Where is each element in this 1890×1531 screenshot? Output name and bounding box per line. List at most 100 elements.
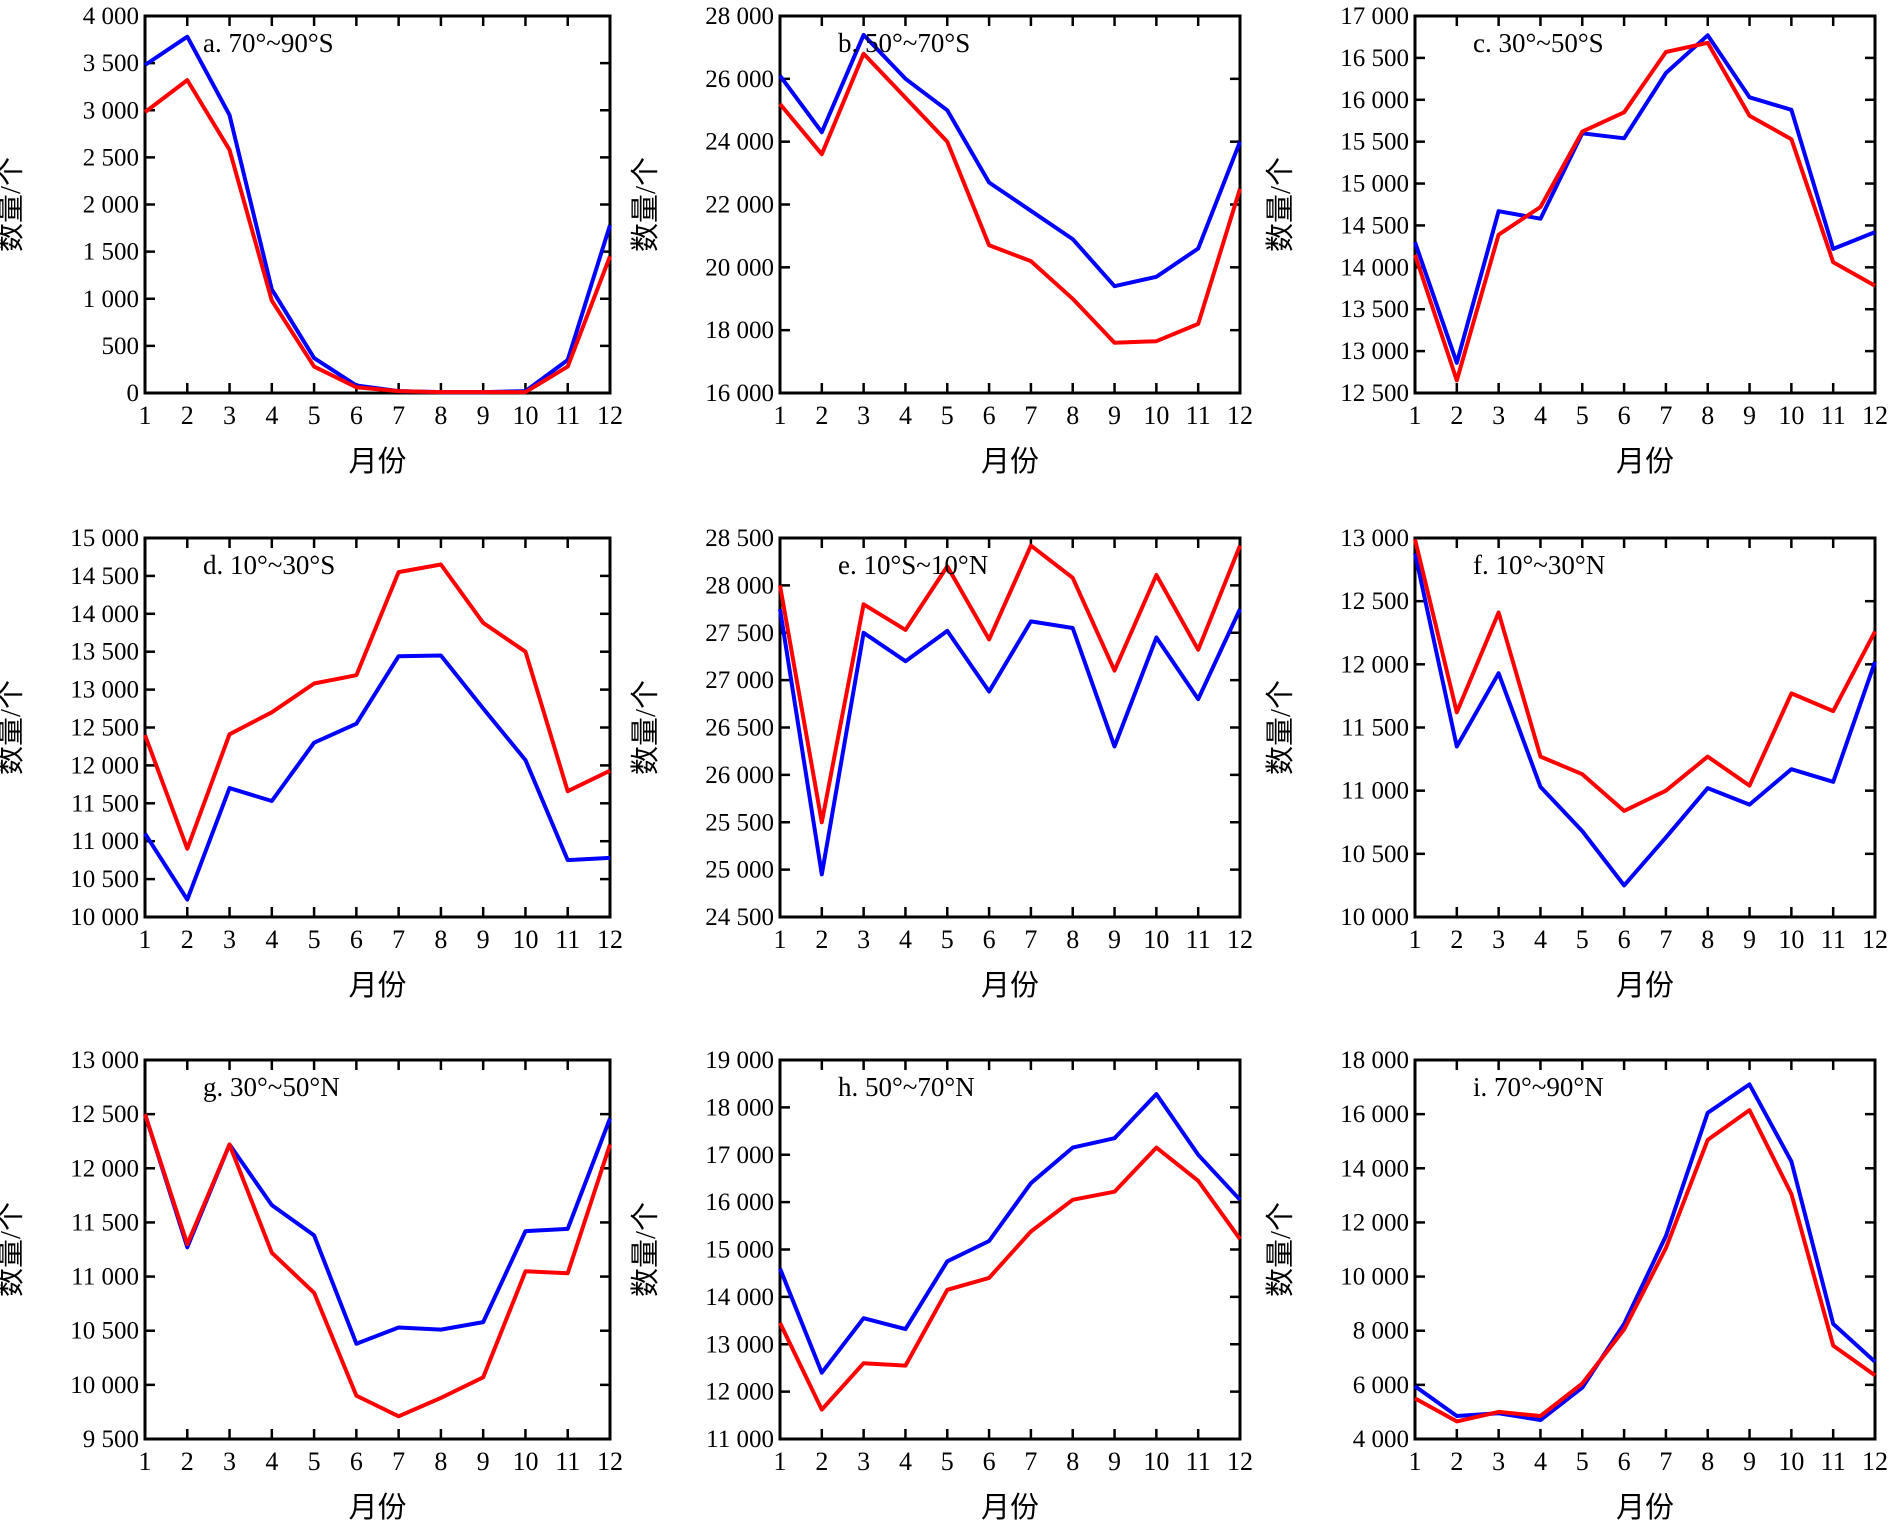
y-tick-label: 1 500 — [83, 239, 139, 266]
y-tick-label: 11 000 — [71, 828, 139, 855]
x-tick-label: 8 — [1066, 1447, 1079, 1476]
x-tick-label: 3 — [1492, 925, 1505, 954]
y-tick-label: 26 000 — [705, 762, 774, 789]
x-tick-label: 9 — [1743, 1447, 1756, 1476]
y-tick-label: 13 500 — [1340, 296, 1409, 323]
y-tick-label: 11 500 — [71, 790, 139, 817]
series-line-red — [778, 1145, 1242, 1412]
series-line-blue — [778, 32, 1242, 289]
series-line-blue — [143, 1113, 612, 1346]
panel-title: c. 30°~50°S — [1473, 28, 1604, 58]
panel-i: 4 000 6 000 8 000 10 000 12 000 14 000 16 000 1… — [1264, 1047, 1888, 1524]
x-tick-label: 1 — [1409, 401, 1422, 430]
x-tick-label: 6 — [350, 401, 363, 430]
series-line-red — [778, 543, 1242, 825]
x-tick-label: 5 — [1576, 925, 1589, 954]
series-line-red — [778, 51, 1242, 345]
x-tick-label: 11 — [1821, 401, 1846, 430]
x-tick-label: 2 — [815, 401, 828, 430]
panel-h: 11 000 12 000 13 000 14 000 15 000 16 000 17 0… — [629, 1047, 1253, 1524]
x-tick-label: 1 — [139, 925, 152, 954]
x-tick-label: 9 — [1743, 401, 1756, 430]
y-tick-label: 13 500 — [70, 639, 139, 666]
x-tick-label: 1 — [774, 1447, 787, 1476]
series-line-red — [1414, 1108, 1877, 1424]
x-tick-label: 10 — [1778, 401, 1804, 430]
x-tick-label: 1 — [774, 401, 787, 430]
panel-title: b. 50°~70°S — [838, 28, 970, 58]
x-axis-label: 月份 — [348, 969, 406, 1002]
y-tick-label: 2 500 — [83, 144, 139, 171]
x-tick-label: 4 — [1534, 1447, 1547, 1476]
y-tick-label: 16 000 — [1340, 1101, 1409, 1128]
x-tick-label: 8 — [434, 401, 447, 430]
x-tick-label: 1 — [1409, 1447, 1422, 1476]
x-tick-label: 4 — [1534, 401, 1547, 430]
y-tick-label: 12 500 — [70, 1101, 139, 1128]
x-tick-label: 5 — [1576, 401, 1589, 430]
x-tick-label: 12 — [597, 1447, 623, 1476]
x-tick-label: 1 — [139, 1447, 152, 1476]
y-tick-label: 14 000 — [1340, 1155, 1409, 1182]
y-tick-label: 13 000 — [1340, 338, 1409, 365]
x-tick-label: 4 — [899, 925, 912, 954]
y-tick-label: 11 500 — [71, 1209, 139, 1236]
x-tick-label: 1 — [139, 401, 152, 430]
x-tick-label: 11 — [555, 925, 580, 954]
y-tick-label: 12 000 — [705, 1379, 774, 1406]
x-tick-label: 11 — [1186, 401, 1211, 430]
y-tick-label: 14 500 — [70, 563, 139, 590]
panel-title: g. 30°~50°N — [203, 1072, 340, 1102]
x-tick-label: 11 — [1821, 925, 1846, 954]
series-line-red — [1413, 40, 1876, 383]
panel-title: h. 50°~70°N — [838, 1072, 975, 1102]
x-tick-label: 4 — [265, 1447, 278, 1476]
y-tick-label: 11 000 — [71, 1264, 139, 1291]
x-tick-label: 2 — [181, 401, 194, 430]
plot-frame — [1413, 14, 1877, 395]
y-tick-label: 4 000 — [83, 3, 139, 30]
x-tick-label: 1 — [774, 925, 787, 954]
y-axis-label: 数量/个 — [0, 680, 27, 775]
y-tick-label: 28 500 — [705, 525, 774, 552]
y-tick-label: 18 000 — [705, 317, 774, 344]
plot-frame — [1413, 1058, 1877, 1441]
x-tick-label: 7 — [1024, 401, 1037, 430]
x-tick-label: 5 — [308, 1447, 321, 1476]
y-tick-label: 26 500 — [705, 715, 774, 742]
y-tick-label: 11 000 — [1341, 778, 1409, 805]
x-axis-label: 月份 — [981, 969, 1039, 1002]
x-tick-label: 6 — [983, 925, 996, 954]
y-tick-label: 13 000 — [70, 1047, 139, 1074]
y-tick-label: 15 000 — [1340, 171, 1409, 198]
x-tick-label: 2 — [1450, 401, 1463, 430]
series-line-blue — [1413, 552, 1877, 888]
panel-d: 10 000 10 500 11 000 11 500 12 000 12 500 13 0… — [0, 525, 623, 1002]
x-axis-label: 月份 — [1616, 445, 1674, 478]
y-tick-label: 27 000 — [705, 667, 774, 694]
series-line-red — [1413, 538, 1877, 813]
y-tick-label: 11 000 — [706, 1426, 774, 1453]
x-tick-label: 12 — [1227, 925, 1253, 954]
x-tick-label: 6 — [983, 401, 996, 430]
x-tick-label: 2 — [181, 925, 194, 954]
y-tick-label: 16 000 — [705, 380, 774, 407]
y-tick-label: 500 — [102, 333, 140, 360]
x-tick-label: 7 — [392, 925, 405, 954]
x-tick-label: 7 — [1659, 925, 1672, 954]
x-tick-label: 5 — [941, 1447, 954, 1476]
y-tick-label: 24 500 — [705, 904, 774, 931]
x-tick-label: 6 — [1618, 1447, 1631, 1476]
y-tick-label: 2 000 — [83, 192, 139, 219]
y-tick-label: 12 000 — [1340, 651, 1409, 678]
x-tick-label: 4 — [899, 401, 912, 430]
series-line-blue — [143, 34, 612, 395]
y-tick-label: 14 000 — [70, 601, 139, 628]
y-tick-label: 4 000 — [1353, 1426, 1409, 1453]
y-tick-label: 11 500 — [1341, 715, 1409, 742]
y-tick-label: 14 500 — [1340, 212, 1409, 239]
x-tick-label: 3 — [857, 925, 870, 954]
y-tick-label: 15 000 — [70, 525, 139, 552]
x-tick-label: 6 — [983, 1447, 996, 1476]
x-tick-label: 10 — [1778, 925, 1804, 954]
